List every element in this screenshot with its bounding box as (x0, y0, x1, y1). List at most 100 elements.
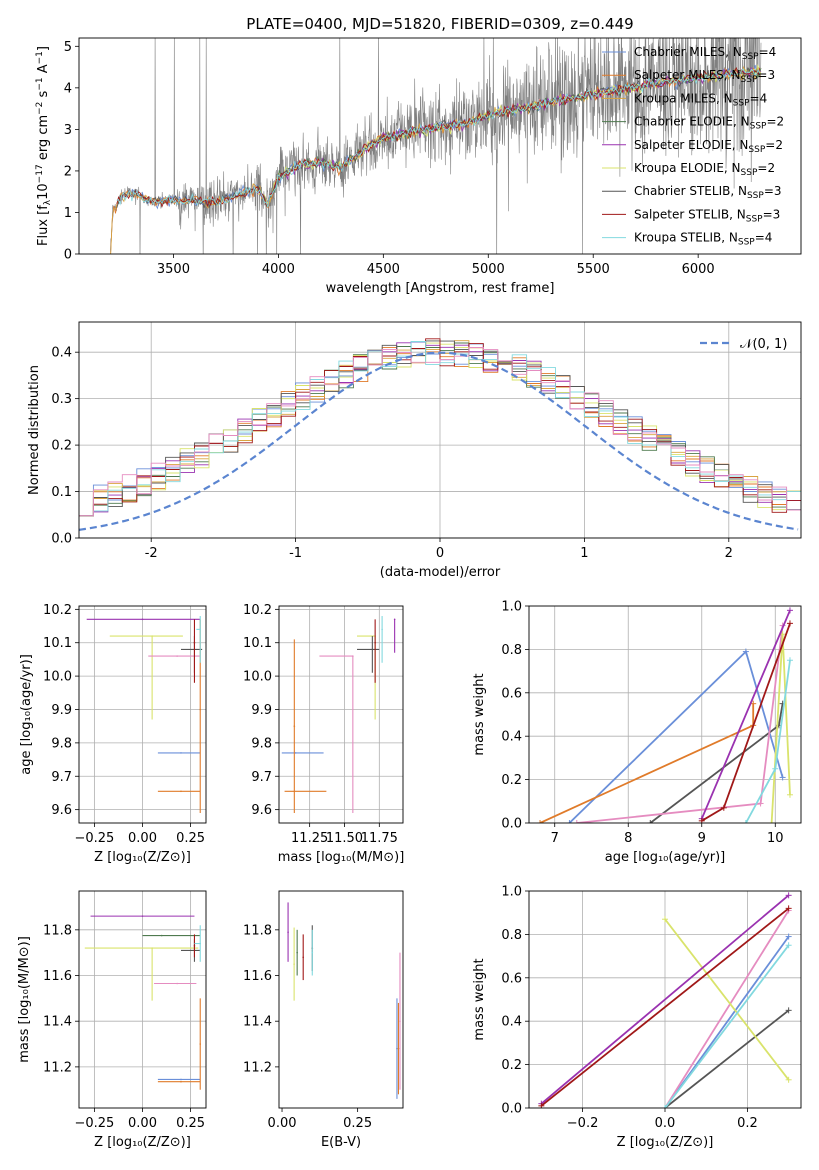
x-tick-label: 0 (436, 546, 444, 561)
x-tick-label: 6000 (682, 262, 715, 277)
x-tick-label: 0.2 (737, 1116, 758, 1131)
x-tick-label: 2 (725, 546, 733, 561)
y-axis-label: age [log₁₀(age/yr)] (19, 654, 34, 775)
x-axis-label: mass [log₁₀(M/M⊙)] (278, 850, 405, 865)
data-point (393, 618, 396, 621)
data-point (180, 1078, 182, 1081)
y-tick-label: 10.1 (43, 636, 72, 651)
series-line-kroupa-elodie-line (576, 625, 784, 823)
plot-area (79, 322, 801, 538)
data-point (151, 947, 153, 949)
y-tick-label: 9.7 (51, 770, 72, 785)
x-tick-label: 1 (580, 546, 588, 561)
y-axis-label: mass [log₁₀(M/M⊙)] (17, 936, 32, 1063)
data-point (199, 1043, 202, 1045)
x-tick-label: −0.25 (74, 831, 114, 846)
data-point (302, 956, 304, 959)
y-tick-label: 10.1 (243, 636, 272, 651)
panel-mass_vs_Z: −0.25 0.00 0.25 11.2 11.4 11.6 11.8 Z [log₁₀(Z/… (17, 890, 207, 1150)
plot-area (279, 606, 403, 823)
y-tick-label: 9.7 (251, 770, 272, 785)
axes-frame (528, 890, 802, 1109)
y-tick-label: 1 (64, 206, 72, 221)
legend-label: Kroupa ELODIE, NSSP=2 (634, 161, 775, 178)
x-tick-label: 11.25 (291, 831, 328, 846)
data-point (151, 635, 153, 637)
x-tick-label: 0.00 (128, 831, 157, 846)
data-spectrum (110, 38, 762, 254)
x-axis-label: wavelength [Angstrom, rest frame] (326, 281, 555, 296)
y-tick-label: 0.8 (501, 643, 522, 658)
data-point (176, 982, 178, 985)
data-point (396, 1047, 398, 1050)
model-line-kroupa-elodie (257, 63, 762, 204)
axes-frame (528, 605, 802, 824)
histogram-kroupa-stelib (79, 341, 801, 517)
y-tick-label: 0.2 (501, 1058, 522, 1073)
model-line-kroupa-stelib (116, 68, 761, 208)
y-axis-label: mass weight (472, 958, 487, 1040)
data-point (352, 655, 354, 657)
panel-weight_vs_Z: −0.2 0.0 0.2 0.0 0.2 0.4 0.6 0.8 1.0 Z [log₁₀(Z/Z… (472, 885, 802, 1150)
y-tick-label: 0.4 (51, 346, 72, 361)
data-point (199, 942, 202, 945)
histogram-kroupa-elodie-line (79, 347, 801, 517)
plot-area (79, 891, 206, 1108)
y-tick-label: 11.8 (43, 923, 72, 938)
panel-weight_vs_age: 7 8 9 10 0.0 0.2 0.4 0.6 0.8 1.0 age [log₁₀(age/yr… (472, 600, 802, 865)
y-tick-label: 0.2 (51, 439, 72, 454)
y-tick-label: 9.9 (51, 703, 72, 718)
axes-frame (78, 605, 207, 824)
series-line-chabrier-stelib (664, 1009, 790, 1108)
axes-frame (278, 890, 404, 1109)
series-line-kroupa-elodie (664, 918, 790, 1081)
data-point (180, 790, 182, 793)
y-axis-label: mass weight (472, 673, 487, 755)
x-tick-label: −0.2 (567, 1116, 599, 1131)
y-tick-label: 0.0 (501, 1102, 522, 1117)
data-point (141, 618, 144, 621)
legend-label: Chabrier ELODIE, NSSP=2 (634, 115, 784, 132)
x-axis-label: Z [log₁₀(Z/Z⊙)] (94, 850, 191, 865)
y-tick-label: 0.2 (501, 773, 522, 788)
normal-curve (79, 351, 799, 531)
x-tick-label: 3500 (157, 262, 190, 277)
data-point (293, 725, 296, 727)
y-tick-label: 9.6 (51, 803, 72, 818)
y-tick-label: 10.0 (43, 670, 72, 685)
axes-frame (78, 321, 802, 539)
x-tick-label: 5500 (577, 262, 610, 277)
x-tick-label: 0.0 (655, 1116, 676, 1131)
series-line-kroupa-stelib (664, 944, 790, 1108)
data-point (176, 655, 178, 657)
y-tick-label: 0.4 (501, 1015, 522, 1030)
x-tick-label: 0.00 (128, 1116, 157, 1131)
y-tick-label: 11.8 (243, 923, 272, 938)
y-tick-label: 2 (64, 164, 72, 179)
data-point (287, 931, 289, 933)
x-tick-label: 5000 (472, 262, 505, 277)
legend-label: 𝒩(0, 1) (740, 337, 787, 352)
y-tick-label: 3 (64, 123, 72, 138)
plot-area (110, 38, 762, 254)
series-line-salpeter-elodie (700, 609, 791, 820)
y-tick-label: 9.8 (251, 736, 272, 751)
y-axis-label: Flux [fλ10−17 erg cm−2 s−1 A−1] (35, 46, 53, 246)
series-line-chabrier-miles (568, 649, 784, 823)
panel-mass_vs_ebv: 0.00 0.25 11.2 11.4 11.6 11.8 E(B-V) (243, 890, 404, 1150)
x-tick-label: 8 (624, 831, 632, 846)
data-point (397, 1047, 400, 1050)
plot-area (529, 606, 801, 823)
axes-frame (78, 890, 207, 1109)
x-tick-label: 0.25 (176, 1116, 205, 1131)
x-tick-label: 11.50 (326, 831, 363, 846)
y-tick-label: 0.1 (51, 485, 72, 500)
x-tick-label: 11.75 (361, 831, 398, 846)
y-tick-label: 4 (64, 81, 72, 96)
y-tick-label: 11.6 (43, 969, 72, 984)
series-line-salpeter-miles (539, 703, 755, 823)
x-tick-label: -1 (289, 546, 302, 561)
legend-label: Salpeter MILES, NSSP=3 (634, 68, 775, 85)
legend-label: Kroupa MILES, NSSP=4 (634, 91, 767, 108)
